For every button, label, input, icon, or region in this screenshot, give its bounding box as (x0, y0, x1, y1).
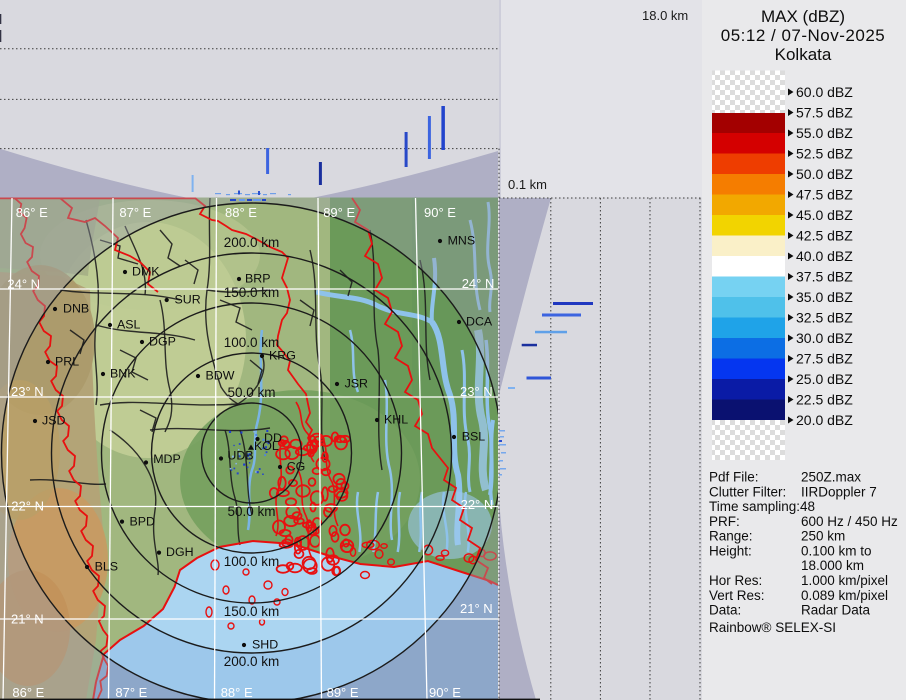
svg-text:Clutter Filter:: Clutter Filter: (709, 484, 786, 499)
svg-text:24° N: 24° N (462, 276, 495, 291)
svg-text:24° N: 24° N (7, 277, 40, 292)
svg-text:86° E: 86° E (16, 205, 48, 220)
svg-text:21° N: 21° N (11, 612, 44, 627)
svg-text:UDB: UDB (227, 449, 253, 463)
svg-text:21° N: 21° N (460, 601, 493, 616)
svg-text:87° E: 87° E (115, 685, 147, 700)
svg-text:KRG: KRG (269, 349, 296, 363)
svg-text:DCA: DCA (466, 315, 493, 329)
svg-text:1.000 km/pixel: 1.000 km/pixel (801, 573, 888, 588)
svg-text:100.0 km: 100.0 km (224, 554, 280, 569)
svg-text:ASL: ASL (117, 318, 141, 332)
svg-text:23° N: 23° N (460, 384, 493, 399)
svg-text:88° E: 88° E (225, 205, 257, 220)
svg-text:50.0 km: 50.0 km (227, 385, 275, 400)
svg-text:MNS: MNS (448, 234, 476, 248)
svg-text:Time sampling:48: Time sampling:48 (709, 499, 815, 514)
svg-text:BLS: BLS (95, 560, 118, 574)
svg-text:Rainbow® SELEX-SI: Rainbow® SELEX-SI (709, 620, 836, 635)
svg-text:25.0 dBZ: 25.0 dBZ (796, 371, 853, 387)
svg-text:47.5 dBZ: 47.5 dBZ (796, 186, 853, 202)
svg-text:37.5 dBZ: 37.5 dBZ (796, 268, 853, 284)
svg-text:Range:: Range: (709, 529, 753, 544)
svg-text:KOL: KOL (254, 439, 279, 453)
svg-text:SHD: SHD (252, 638, 278, 652)
svg-text:DD: DD (264, 431, 282, 445)
svg-text:32.5 dBZ: 32.5 dBZ (796, 309, 853, 325)
svg-text:BPD: BPD (130, 515, 156, 529)
svg-text:90° E: 90° E (429, 685, 461, 700)
svg-text:20.0 dBZ: 20.0 dBZ (796, 412, 853, 428)
svg-text:DGP: DGP (149, 335, 176, 349)
svg-text:0.089 km/pixel: 0.089 km/pixel (801, 588, 888, 603)
svg-text:90° E: 90° E (424, 205, 456, 220)
svg-text:89° E: 89° E (323, 205, 355, 220)
svg-text:200.0 km: 200.0 km (224, 235, 280, 250)
svg-text:JSR: JSR (345, 377, 368, 391)
svg-text:150.0 km: 150.0 km (224, 285, 280, 300)
svg-text:Vert Res:: Vert Res: (709, 588, 765, 603)
svg-text:05:12 / 07-Nov-2025: 05:12 / 07-Nov-2025 (721, 26, 886, 45)
svg-text:DGH: DGH (166, 545, 194, 559)
svg-text:MAX (dBZ): MAX (dBZ) (761, 7, 845, 26)
svg-text:PRF:: PRF: (709, 514, 740, 529)
svg-text:CG: CG (287, 460, 306, 474)
svg-text:JSD: JSD (42, 414, 65, 428)
svg-text:60.0 dBZ: 60.0 dBZ (796, 84, 853, 100)
svg-text:Height:: Height: (709, 543, 752, 558)
svg-text:IIRDoppler 7: IIRDoppler 7 (801, 484, 877, 499)
svg-text:PRL: PRL (55, 355, 79, 369)
svg-text:40.0 dBZ: 40.0 dBZ (796, 248, 853, 264)
svg-text:35.0 dBZ: 35.0 dBZ (796, 289, 853, 305)
svg-text:89° E: 89° E (327, 685, 359, 700)
svg-text:200.0 km: 200.0 km (224, 654, 280, 669)
svg-text:52.5 dBZ: 52.5 dBZ (796, 145, 853, 161)
svg-text:100.0 km: 100.0 km (224, 335, 280, 350)
svg-text:23° N: 23° N (11, 384, 44, 399)
svg-text:30.0 dBZ: 30.0 dBZ (796, 330, 853, 346)
svg-text:45.0 dBZ: 45.0 dBZ (796, 207, 853, 223)
svg-text:18.0 km: 18.0 km (642, 8, 688, 23)
svg-text:86° E: 86° E (12, 685, 44, 700)
svg-text:22° N: 22° N (461, 497, 494, 512)
svg-text:0.100 km to: 0.100 km to (801, 543, 872, 558)
svg-text:Radar Data: Radar Data (801, 603, 871, 618)
svg-text:88° E: 88° E (221, 685, 253, 700)
svg-text:55.0 dBZ: 55.0 dBZ (796, 125, 853, 141)
svg-text:MDP: MDP (153, 452, 181, 466)
svg-text:57.5 dBZ: 57.5 dBZ (796, 104, 853, 120)
svg-text:87° E: 87° E (119, 205, 151, 220)
svg-text:DNB: DNB (63, 302, 89, 316)
svg-text:250Z.max: 250Z.max (801, 470, 861, 485)
svg-text:22° N: 22° N (11, 499, 44, 514)
svg-text:BRP: BRP (245, 272, 270, 286)
svg-text:BNK: BNK (110, 367, 136, 381)
svg-text:Kolkata: Kolkata (775, 45, 832, 64)
svg-text:Hor Res:: Hor Res: (709, 573, 762, 588)
svg-text:0.1 km: 0.1 km (508, 177, 547, 192)
svg-text:50.0 km: 50.0 km (227, 504, 275, 519)
svg-text:50.0 dBZ: 50.0 dBZ (796, 166, 853, 182)
svg-text:KHL: KHL (384, 413, 408, 427)
svg-text:BDW: BDW (206, 369, 235, 383)
svg-text:150.0 km: 150.0 km (224, 604, 280, 619)
svg-text:Pdf File:: Pdf File: (709, 470, 759, 485)
svg-text:Data:: Data: (709, 603, 741, 618)
svg-text:SUR: SUR (175, 293, 201, 307)
svg-text:18.000 km: 18.000 km (801, 558, 864, 573)
svg-text:250 km: 250 km (801, 529, 845, 544)
svg-text:42.5 dBZ: 42.5 dBZ (796, 227, 853, 243)
svg-text:BSL: BSL (462, 430, 486, 444)
svg-text:600 Hz / 450 Hz: 600 Hz / 450 Hz (801, 514, 898, 529)
svg-text:22.5 dBZ: 22.5 dBZ (796, 391, 853, 407)
svg-text:DMK: DMK (132, 265, 160, 279)
svg-text:27.5 dBZ: 27.5 dBZ (796, 350, 853, 366)
